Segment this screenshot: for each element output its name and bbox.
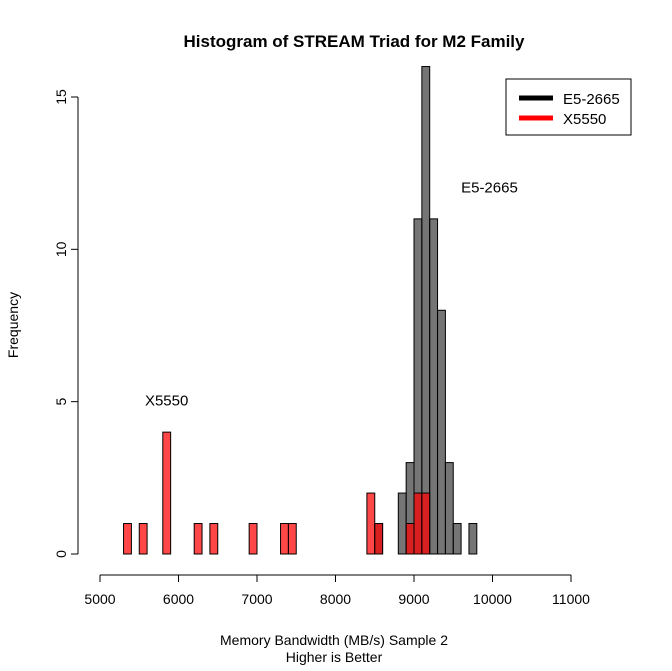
bar-x5550-7400 — [287, 523, 297, 555]
x-tick-label-8000: 8000 — [320, 591, 351, 607]
y-axis: 0 5 10 15 — [53, 89, 79, 558]
y-tick-label-0: 0 — [53, 550, 69, 558]
bar-x5550-8500 — [374, 523, 384, 555]
annotation-x5550: X5550 — [145, 393, 188, 410]
bar-e5-2665-9200 — [429, 218, 439, 555]
chart-title: Histogram of STREAM Triad for M2 Family — [184, 32, 526, 51]
bar-x5550-5300 — [123, 523, 132, 555]
y-axis-label: Frequency — [5, 292, 21, 358]
y-tick-label-15: 15 — [53, 89, 69, 105]
bar-e5-2665-8800 — [397, 492, 407, 555]
x-tick-label-10000: 10000 — [473, 591, 512, 607]
bar-x5550-7300 — [280, 523, 289, 555]
bar-e5-2665-9100 — [421, 66, 431, 555]
bar-x5550-6200 — [193, 523, 203, 555]
x-axis: 5000 6000 7000 8000 9000 10000 11000 — [84, 574, 590, 607]
x-tick-label-7000: 7000 — [241, 591, 272, 607]
y-tick-label-5: 5 — [53, 398, 69, 406]
x-axis-sublabel: Higher is Better — [286, 649, 383, 665]
legend-box — [505, 78, 632, 136]
x-axis-label: Memory Bandwidth (MB/s) Sample 2 — [220, 632, 448, 648]
bar-e5-2665-9700 — [468, 523, 478, 555]
bar-x5550-8900 — [405, 523, 415, 555]
x-tick-label-11000: 11000 — [552, 591, 590, 607]
bar-x5550-5500 — [138, 523, 148, 555]
bar-x5550-6900 — [248, 523, 258, 555]
bar-e5-2665-9300 — [437, 309, 446, 555]
x-tick-label-5000: 5000 — [84, 591, 115, 607]
bar-x5550-9000 — [413, 492, 423, 555]
bar-x5550-9100 — [421, 492, 431, 555]
legend-label-x5550: X5550 — [563, 111, 606, 128]
bar-x5550-8400 — [366, 492, 376, 555]
bar-e5-2665-9400 — [444, 462, 454, 555]
y-tick-label-10: 10 — [53, 241, 69, 257]
bar-e5-2665-9500 — [452, 523, 462, 555]
bars-group — [123, 66, 478, 555]
bar-x5550-5800 — [162, 431, 172, 555]
x-tick-label-9000: 9000 — [398, 591, 429, 607]
legend: E5-2665 X5550 — [505, 78, 632, 136]
legend-label-e5-2665: E5-2665 — [563, 91, 620, 108]
annotation-e5-2665: E5-2665 — [461, 179, 518, 196]
x-tick-label-6000: 6000 — [163, 591, 194, 607]
bar-x5550-6400 — [209, 523, 219, 555]
